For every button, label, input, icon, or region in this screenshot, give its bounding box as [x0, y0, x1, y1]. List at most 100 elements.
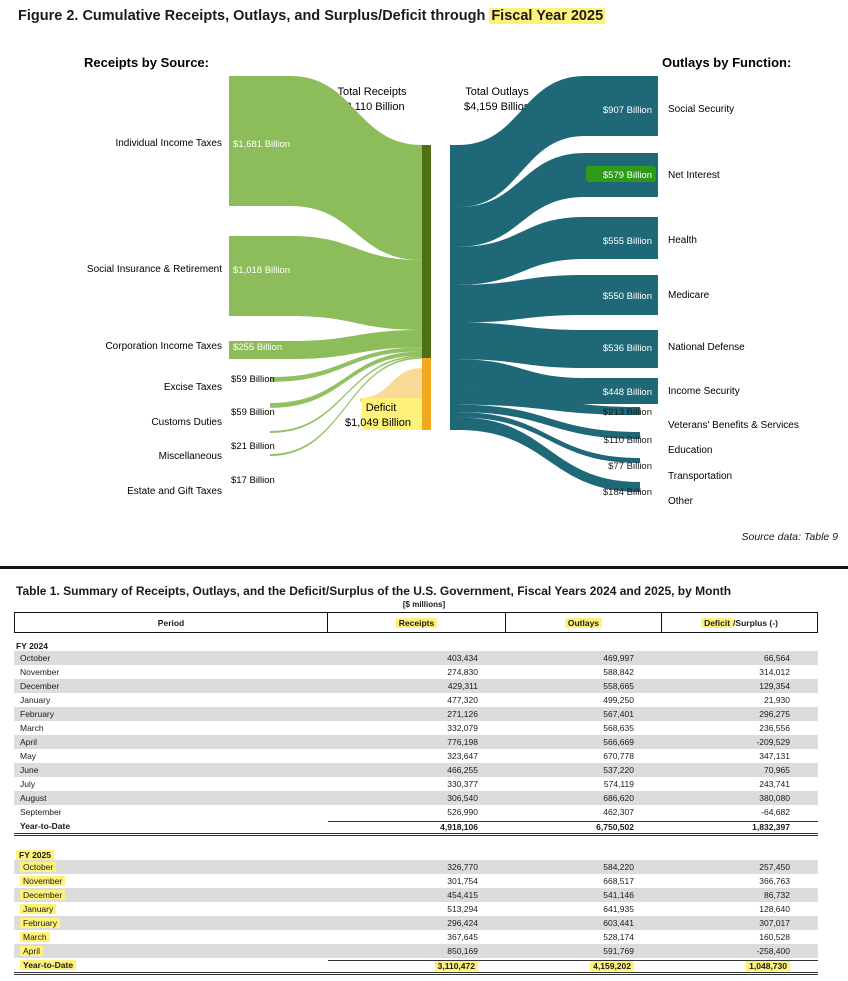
row-period: September: [20, 807, 62, 817]
row-deficit: 70,965: [764, 765, 790, 775]
header-receipts: Receipts: [327, 613, 505, 632]
row-receipts: 301,754: [447, 876, 478, 886]
row-period: December: [20, 681, 60, 691]
table-row: October 403,434 469,997 66,564: [14, 651, 818, 665]
outlay-value-health: $555 Billion: [603, 236, 652, 247]
figure-title-highlight: Fiscal Year 2025: [489, 8, 606, 24]
fy2025-rows: October 326,770 584,220 257,450 November 301,…: [14, 860, 818, 975]
receipt-node-corporation-income-taxes: [229, 341, 290, 359]
ytd-highlight: 1,048,730: [746, 960, 790, 971]
outlay-value-education: $110 Billion: [604, 435, 652, 446]
outlay-label-net-interest: Net Interest: [668, 170, 720, 181]
row-receipts: 296,424: [447, 918, 478, 928]
row-period-highlight: February: [20, 918, 61, 928]
row-period: November: [20, 667, 60, 677]
table-row: May 323,647 670,778 347,131: [14, 749, 818, 763]
row-outlays: 499,250: [603, 695, 634, 705]
outlay-label-health: Health: [668, 235, 697, 246]
row-deficit: -64,682: [761, 807, 790, 817]
header-period: Period: [157, 617, 185, 628]
table-row: December 429,311 558,665 129,354: [14, 679, 818, 693]
row-outlays: 641,935: [603, 904, 634, 914]
year-to-date-row: Year-to-Date 3,110,472 4,159,202 1,048,730: [14, 958, 818, 975]
row-outlays: 528,174: [603, 932, 634, 942]
outlay-value-medicare: $550 Billion: [603, 291, 652, 302]
row-outlays: 566,669: [603, 737, 634, 747]
receipt-flow-customs-duties: [270, 351, 422, 408]
table-row: February 296,424 603,441 307,017: [14, 916, 818, 930]
row-period: October: [14, 862, 328, 872]
outlay-flow-veterans-benefits-services: [458, 389, 640, 415]
receipt-value-corporation-income-taxes: $255 Billion: [233, 342, 282, 353]
row-receipts: 513,294: [447, 904, 478, 914]
row-outlays: 558,665: [603, 681, 634, 691]
outlays-heading: Outlays by Function:: [662, 55, 791, 70]
receipt-label-corporation-income-taxes: Corporation Income Taxes: [105, 341, 222, 352]
fy2024-label: FY 2024: [16, 641, 48, 651]
row-deficit: 380,080: [759, 793, 790, 803]
header-outlays-text: Outlays: [564, 617, 603, 628]
row-outlays: 591,769: [603, 946, 634, 956]
table-row: March 367,645 528,174 160,528: [14, 930, 818, 944]
outlay-flow-medicare: [458, 275, 585, 323]
outlay-label-veterans-benefits-services: Veterans' Benefits & Services: [668, 420, 799, 431]
row-receipts: 403,434: [447, 653, 478, 663]
row-receipts: 274,830: [447, 667, 478, 677]
outlay-label-transportation: Transportation: [668, 471, 732, 482]
figure-title-text: Figure 2. Cumulative Receipts, Outlays, …: [18, 8, 490, 24]
table-row: June 466,255 537,220 70,965: [14, 763, 818, 777]
row-outlays: 462,307: [603, 807, 634, 817]
outlay-value-net-interest: $579 Billion: [603, 170, 652, 181]
table-header: Period Receipts Outlays Deficit/Surplus …: [14, 612, 818, 633]
outlay-value-national-defense: $536 Billion: [603, 343, 652, 354]
row-deficit: 129,354: [759, 681, 790, 691]
outlay-flow-other: [458, 417, 640, 492]
receipt-value-excise-taxes: $59 Billion: [231, 374, 275, 385]
outlay-label-national-defense: National Defense: [668, 342, 745, 353]
ytd-outlays: 6,750,502: [506, 820, 662, 832]
row-period: April: [14, 946, 328, 956]
row-period-highlight: April: [20, 946, 44, 956]
receipt-label-social-insurance-retirement: Social Insurance & Retirement: [87, 264, 222, 275]
row-deficit: 243,741: [759, 779, 790, 789]
row-period: June: [20, 765, 39, 775]
fy2025-label: FY 2025: [14, 842, 818, 860]
row-period: February: [20, 709, 55, 719]
row-period-highlight: January: [20, 904, 57, 914]
outlay-label-medicare: Medicare: [668, 290, 710, 301]
receipt-label-customs-duties: Customs Duties: [151, 417, 222, 428]
total-receipts-value: $3,110 Billion: [339, 101, 404, 113]
row-deficit: -258,400: [756, 946, 790, 956]
receipt-value-estate-and-gift-taxes: $17 Billion: [231, 475, 275, 486]
fy2024-rows: October 403,434 469,997 66,564 November 274,8…: [14, 651, 818, 836]
table-row: July 330,377 574,119 243,741: [14, 777, 818, 791]
receipt-label-miscellaneous: Miscellaneous: [159, 451, 222, 462]
row-period: January: [14, 904, 328, 914]
source-note: Source data: Table 9: [741, 531, 838, 543]
header-deficit: Deficit/Surplus (-): [660, 613, 817, 632]
row-period: July: [20, 779, 36, 789]
outlay-flow-national-defense: [458, 322, 585, 368]
table-row: December 454,415 541,146 86,732: [14, 888, 818, 902]
row-receipts: 367,645: [447, 932, 478, 942]
row-deficit: 160,528: [759, 932, 790, 942]
table-row: August 306,540 686,620 380,080: [14, 791, 818, 805]
table-title: Table 1. Summary of Receipts, Outlays, a…: [16, 584, 732, 598]
row-receipts: 326,770: [447, 862, 478, 872]
row-outlays: 588,842: [603, 667, 634, 677]
table-row: November 301,754 668,517 366,763: [14, 874, 818, 888]
header-outlays: Outlays: [504, 613, 661, 632]
row-outlays: 574,119: [603, 779, 634, 789]
ytd-highlight: 4,159,202: [590, 960, 634, 971]
row-period: March: [20, 723, 44, 733]
header-surplus-text: /Surplus (-): [733, 617, 778, 628]
row-deficit: -209,529: [756, 737, 790, 747]
outlay-label-other: Other: [668, 496, 694, 507]
row-receipts: 306,540: [447, 793, 478, 803]
row-outlays: 537,220: [603, 765, 634, 775]
ytd-highlight: 3,110,472: [434, 960, 478, 971]
row-period: April: [20, 737, 38, 747]
row-deficit: 66,564: [764, 653, 790, 663]
row-period-highlight: December: [20, 890, 66, 900]
row-deficit: 128,640: [759, 904, 790, 914]
